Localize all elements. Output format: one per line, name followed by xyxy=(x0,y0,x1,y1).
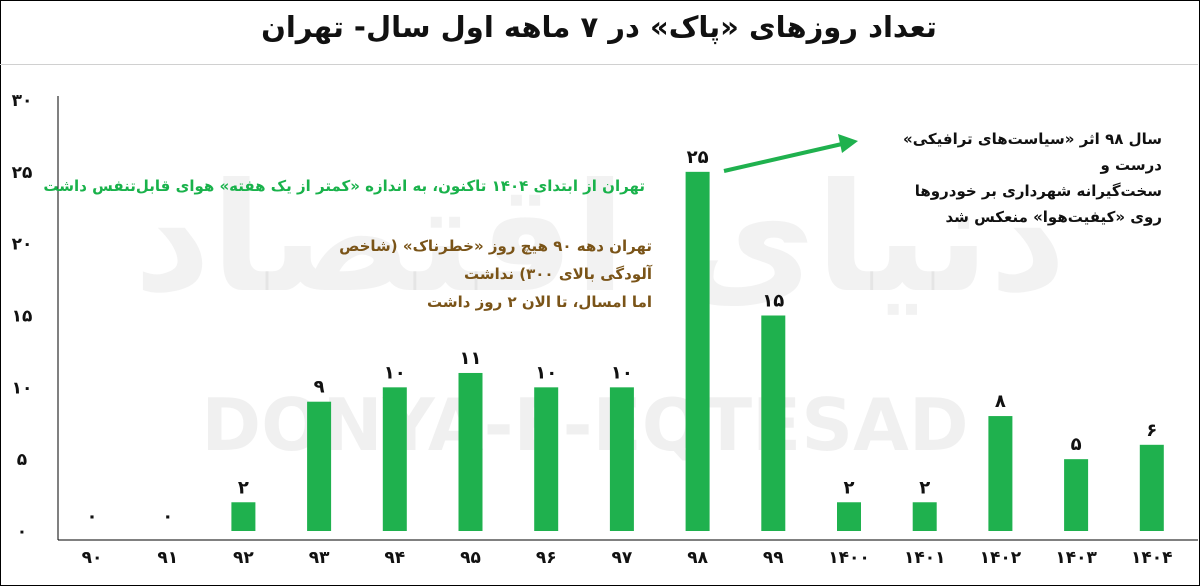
bar xyxy=(837,502,861,531)
bar-value-label: ۲۵ xyxy=(687,147,709,168)
x-tick-label: ۹۴ xyxy=(384,548,405,568)
bar xyxy=(534,387,559,531)
brown-annotation-line-2: اما امسال، تا الان ۲ روز داشت xyxy=(426,293,652,311)
bar-value-label: ۲ xyxy=(238,477,249,498)
bar xyxy=(1139,444,1164,531)
x-tick-label: ۱۴۰۳ xyxy=(1055,548,1097,568)
y-tick-label: ۲۵ xyxy=(12,163,33,183)
x-tick-label: ۱۴۰۴ xyxy=(1131,548,1173,568)
bar xyxy=(1064,459,1089,531)
x-tick-label: ۹۵ xyxy=(460,548,481,568)
green-annotation: تهران از ابتدای ۱۴۰۴ تاکنون، به اندازه «… xyxy=(43,177,645,195)
black-annotation-line-2: سخت‌گیرانه شهرداری بر خودروها xyxy=(914,182,1162,200)
bar xyxy=(685,171,710,532)
y-tick-label: ۳۰ xyxy=(12,91,33,111)
x-tick-label: ۱۴۰۲ xyxy=(980,548,1022,568)
bar-value-label: ۰ xyxy=(162,506,173,527)
y-tick-label: ۵ xyxy=(17,450,27,470)
bar xyxy=(231,502,256,531)
x-tick-label: ۹۷ xyxy=(612,548,633,568)
bar-value-label: ۱۰ xyxy=(384,362,406,383)
bar-value-label: ۸ xyxy=(995,391,1006,412)
x-tick-label: ۹۱ xyxy=(157,548,178,568)
chart-title: تعداد روزهای «پاک» در ۷ ماهه اول سال- ته… xyxy=(261,10,937,44)
bar xyxy=(458,372,483,531)
bar-value-label: ۲ xyxy=(919,477,930,498)
bar-value-label: ۱۱ xyxy=(460,348,482,369)
brown-annotation: تهران دهه ۹۰ هیچ روز «خطرناک» (شاخص آلود… xyxy=(292,232,652,316)
x-tick-label: ۹۳ xyxy=(309,548,330,568)
bar xyxy=(988,416,1013,531)
y-tick-label: ۲۰ xyxy=(12,235,33,255)
bar xyxy=(761,315,786,531)
bar-value-label: ۱۰ xyxy=(611,362,633,383)
black-annotation-line-3: روی «کیفیت‌هوا» منعکس شد xyxy=(945,208,1162,226)
x-tick-label: ۹۸ xyxy=(687,548,708,568)
bar-value-label: ۶ xyxy=(1146,420,1157,441)
x-tick-label: ۹۶ xyxy=(536,548,557,568)
x-tick-label: ۹۰ xyxy=(82,548,103,568)
black-annotation-line-1: سال ۹۸ اثر «سیاست‌های ترافیکی» درست و xyxy=(903,130,1162,174)
x-tick-label: ۹۹ xyxy=(763,548,784,568)
brown-annotation-line-1: تهران دهه ۹۰ هیچ روز «خطرناک» (شاخص آلود… xyxy=(339,237,652,283)
callout-arrow xyxy=(723,134,858,173)
y-tick-label: ۰ xyxy=(17,522,27,542)
x-tick-label: ۹۲ xyxy=(233,548,254,568)
bar xyxy=(609,387,634,531)
x-tick-label: ۱۴۰۱ xyxy=(904,548,946,568)
y-tick-label: ۱۵ xyxy=(12,307,33,327)
bar-value-label: ۱۰ xyxy=(535,362,557,383)
x-tick-label: ۱۴۰۰ xyxy=(828,548,870,568)
bar-value-label: ۵ xyxy=(1071,434,1082,455)
bar xyxy=(912,502,937,531)
bar xyxy=(307,401,332,531)
bar-value-label: ۹ xyxy=(314,377,325,398)
black-annotation: سال ۹۸ اثر «سیاست‌های ترافیکی» درست و سخ… xyxy=(862,126,1162,230)
title-bar: تعداد روزهای «پاک» در ۷ ماهه اول سال- ته… xyxy=(0,0,1198,65)
bar-value-label: ۲ xyxy=(844,477,855,498)
bar xyxy=(382,387,407,531)
y-tick-label: ۱۰ xyxy=(12,378,33,398)
bar-value-label: ۱۵ xyxy=(762,291,784,312)
watermark-logo: دنیای اقتصاد xyxy=(134,152,1067,326)
bar-value-label: ۰ xyxy=(87,506,98,527)
